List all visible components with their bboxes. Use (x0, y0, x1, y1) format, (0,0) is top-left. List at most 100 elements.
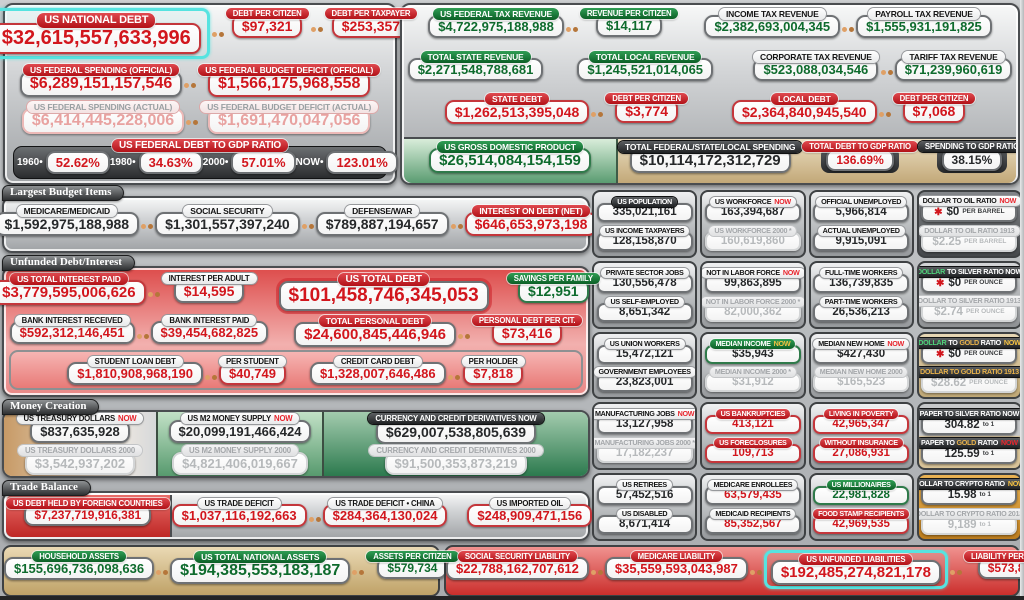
cell-workforce: US WORKFORCE NOW 163,394,687 US WORKFORCE… (700, 190, 806, 258)
cell-bankruptcies: US BANKRUPTCIES 413,121 US FORECLOSURES … (700, 402, 806, 471)
bank-interest-row: BANK INTEREST RECEIVED $592,312,146,451 … (4, 314, 588, 347)
ratio-value[interactable]: 123.01% (326, 150, 398, 174)
stat-label: DEBT PER CITIZEN (605, 93, 688, 105)
stat-payroll-tax-revenue: PAYROLL TAX REVENUE $1,555,931,191,825 (856, 8, 992, 38)
stat-label: CREDIT CARD DEBT (333, 355, 422, 367)
stat-value[interactable]: $427,430 (813, 344, 910, 364)
stat-label: US SELF-EMPLOYED (605, 296, 684, 307)
cell-oil-ratio: DOLLAR TO OIL RATIO NOW ✱ $0 PER BARREL DOL… (916, 190, 1022, 258)
stat-manufacturing-jobs-2000: MANUFACTURING JOBS 2000 * 17,182,237 (594, 438, 696, 464)
money-creation-panel: US TREASURY DOLLARS NOW $837,635,928 US T… (2, 410, 590, 478)
stat-value[interactable]: $523,088,034,546 (753, 57, 879, 81)
stat-value[interactable]: 57,452,516 (596, 486, 693, 506)
stat-value[interactable]: 15,472,121 (596, 344, 693, 364)
stat-value[interactable]: $2.25 PER BARREL (921, 231, 1018, 252)
stat-label: US WORKFORCE 2000 * (709, 225, 797, 236)
cell-millionaires: US MILLIONAIRES 22,981,828 FOOD STAMP RE… (808, 473, 914, 541)
asterisk-icon: ✱ (935, 278, 945, 290)
stat-imported-oil: US IMPORTED OIL $248,909,471,156 (467, 498, 593, 527)
stat-label: DOLLAR TO GOLD RATIO 1913 (918, 367, 1020, 378)
stat-bankruptcies: US BANKRUPTCIES 413,121 (704, 409, 801, 435)
stat-income-taxpayers: US INCOME TAXPAYERS 128,158,870 (596, 225, 693, 251)
stat-median-new-home-2000: MEDIAN NEW HOME 2000 $165,523 (813, 367, 910, 393)
stat-label: INTEREST ON DEBT (NET) (472, 205, 590, 217)
gdp-strip: US GROSS DOMESTIC PRODUCT $26,514,084,15… (404, 136, 1016, 183)
stat-paper-gold-ratio: PAPER TO GOLD RATIO NOW 125.59 to 1 (918, 437, 1020, 464)
stat-value[interactable]: $629,007,538,805,639 (375, 420, 537, 444)
stat-per-student: PER STUDENT $40,749 (218, 355, 286, 385)
stat-dollar-silver-ratio-now: DOLLAR TO SILVER RATIO NOW ✱ $0 PER OUNCE (918, 267, 1020, 294)
stat-value[interactable]: $3,542,937,202 (24, 451, 136, 475)
stat-medicaid-recipients: MEDICAID RECIPIENTS 85,352,567 (704, 509, 801, 535)
stat-trade-deficit-china: US TRADE DEFICIT • CHINA $284,364,130,02… (322, 498, 448, 527)
stat-value[interactable]: $837,635,928 (30, 420, 130, 444)
stat-value[interactable]: $2.74 PER OUNCE (921, 302, 1018, 323)
stat-label: MEDIAN INCOME NOW (710, 338, 796, 349)
stat-federal-spending-actual: US FEDERAL SPENDING (ACTUAL) $6,414,445,… (21, 101, 185, 135)
stat-value[interactable]: 125.59 to 1 (921, 443, 1018, 464)
stat-dollar-gold-ratio-1913: DOLLAR TO GOLD RATIO 1913 $28.62 PER OUNC… (918, 367, 1020, 394)
tab-money-creation[interactable]: Money Creation (2, 399, 100, 415)
link-icon (565, 27, 571, 32)
stat-bank-interest-received: BANK INTEREST RECEIVED $592,312,146,451 (9, 314, 135, 344)
stat-value[interactable]: $35,559,593,043,987 (604, 557, 748, 580)
stat-label: DOLLAR TO CRYPTO RATIO 2013 (918, 508, 1020, 519)
stat-dollar-oil-ratio-now: DOLLAR TO OIL RATIO NOW ✱ $0 PER BARREL (918, 196, 1020, 223)
stat-without-insurance: WITHOUT INSURANCE 27,086,931 (813, 438, 910, 464)
tab-trade-balance[interactable]: Trade Balance (2, 480, 91, 496)
stat-label: SPENDING TO GDP RATIO (917, 140, 1016, 152)
liabilities-panel: SOCIAL SECURITY LIABILITY $22,788,162,70… (444, 545, 1024, 597)
stat-value[interactable]: $22,788,162,707,612 (446, 557, 589, 580)
stat-value[interactable]: $1,037,116,192,663 (171, 504, 307, 527)
link-icon (880, 69, 886, 75)
unfunded-liabilities-highlight: US UNFUNDED LIABILITIES $192,485,274,821… (763, 550, 948, 589)
stat-label: MEDIAN NEW HOME NOW (813, 338, 910, 349)
tab-unfunded-debt-interest[interactable]: Unfunded Debt/Interest (2, 255, 135, 271)
link-icon (457, 333, 463, 339)
stat-label: SOCIAL SECURITY LIABILITY (457, 551, 578, 562)
stat-value[interactable]: $4,821,406,019,667 (172, 451, 308, 475)
stat-value[interactable]: 82,000,362 (704, 302, 801, 322)
ratio-value[interactable]: 34.63% (138, 150, 203, 174)
unfunded-debt-panel: US TOTAL INTEREST PAID $3,779,595,006,62… (0, 266, 600, 397)
stat-self-employed: US SELF-EMPLOYED 8,651,342 (596, 296, 693, 322)
ratio-2000: 2000• 57.01% (203, 150, 296, 174)
stat-value[interactable]: 109,713 (704, 444, 801, 464)
ratio-value[interactable]: 57.01% (231, 150, 296, 174)
stat-value[interactable]: $20,099,191,466,424 (168, 420, 312, 444)
stat-value[interactable]: $1,262,513,395,048 (444, 100, 590, 125)
stat-value[interactable]: $2,271,548,788,681 (407, 57, 544, 81)
stat-value[interactable]: 17,182,237 (596, 444, 693, 464)
stat-value[interactable]: $40,749 (218, 361, 286, 385)
stat-value[interactable]: $35,943 (704, 344, 801, 364)
debt-to-gdp-label: US FEDERAL DEBT TO GDP RATIO (111, 138, 288, 152)
stat-state-revenue: TOTAL STATE REVENUE $2,271,548,788,681 (407, 50, 544, 81)
tab-largest-budget-items[interactable]: Largest Budget Items (2, 185, 125, 201)
stat-debt-held-by-foreign-countries: US DEBT HELD BY FOREIGN COUNTRIES $7,237… (6, 498, 170, 526)
official-spending-row: US FEDERAL SPENDING (OFFICIAL) $6,289,15… (7, 63, 393, 97)
stat-label: SOCIAL SECURITY (183, 205, 272, 217)
link-icon (949, 570, 955, 575)
stat-total-government-spending: TOTAL FEDERAL/STATE/LOCAL SPENDING $10,1… (618, 140, 803, 173)
stat-income-tax-revenue: INCOME TAX REVENUE $2,382,693,004,345 (704, 8, 841, 38)
stat-label: US UNION WORKERS (604, 338, 685, 349)
stat-value[interactable]: $155,696,736,098,636 (4, 557, 155, 580)
stat-gross-domestic-product: US GROSS DOMESTIC PRODUCT $26,514,084,15… (429, 140, 591, 173)
ratio-value[interactable]: 52.62% (45, 150, 110, 174)
stat-state-debt-per-citizen: DEBT PER CITIZEN $3,774 (605, 93, 688, 124)
stat-value[interactable]: $7,237,719,916,381 (24, 504, 152, 526)
cell-union-gov: US UNION WORKERS 15,472,121 GOVERNMENT E… (592, 331, 698, 400)
stat-value[interactable]: 42,965,347 (813, 415, 910, 435)
stat-value[interactable]: $7,818 (463, 361, 524, 385)
stat-label: MANUFACTURING JOBS NOW (594, 409, 696, 420)
stat-value[interactable]: 63,579,435 (704, 486, 801, 506)
stat-value[interactable]: 136.69% (826, 148, 894, 171)
stat-m2-money-supply-now: US M2 MONEY SUPPLY NOW $20,099,191,466,42… (168, 413, 312, 444)
stat-value[interactable]: $1,555,931,191,825 (856, 15, 992, 38)
stat-value[interactable]: 38.15% (941, 148, 1003, 171)
stat-private-sector-jobs: PRIVATE SECTOR JOBS 130,556,478 (596, 267, 693, 293)
stat-value[interactable]: $101,458,746,345,053 (278, 281, 489, 312)
stat-value[interactable]: 99,863,895 (704, 273, 801, 293)
stat-label: MEDICARE LIABILITY (630, 551, 723, 562)
stat-label: SAVINGS PER FAMILY (506, 273, 600, 285)
